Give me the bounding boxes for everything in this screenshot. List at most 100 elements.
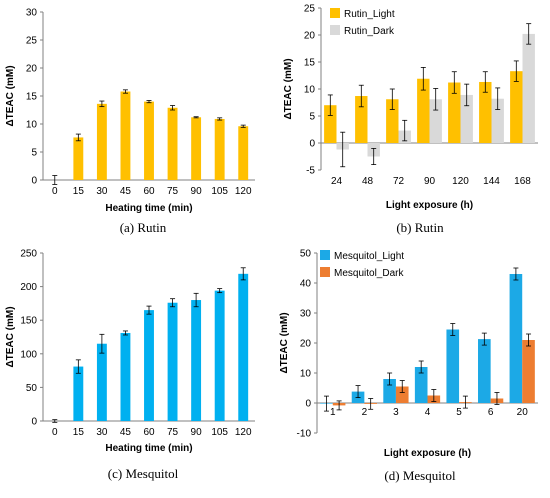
legend-swatch [320, 267, 330, 277]
bar [448, 82, 461, 143]
y-tick-label: 0 [309, 139, 315, 150]
panel-caption: (d) Mesquitol [384, 468, 456, 483]
chart-panel-1: 0 5 10 15 20 25 30 0 15 30 45 60 75 90 105 120 Heating t… [5, 8, 255, 235]
y-tick-label: 200 [20, 282, 37, 293]
x-tick-label: 15 [73, 427, 85, 438]
y-tick-label: 30 [300, 309, 312, 320]
x-axis-label: Light exposure (h) [384, 448, 471, 459]
x-tick-label: 72 [393, 176, 405, 187]
x-tick-label: 24 [331, 176, 343, 187]
x-tick-label: 48 [362, 176, 374, 187]
panel-caption: (b) Rutin [396, 220, 444, 235]
x-tick-label: 120 [235, 427, 252, 438]
y-tick-label: 0 [31, 176, 37, 187]
bar [96, 343, 107, 421]
bar [96, 103, 107, 180]
y-tick-label: -10 [297, 429, 312, 440]
chart-panel-4: -10 0 10 20 30 40 50 1 2 3 4 5 6 20 Light exposure (h)… [279, 249, 538, 483]
x-tick-label: 6 [488, 407, 494, 418]
x-tick-label: 120 [452, 176, 469, 187]
y-tick-label: -5 [306, 166, 315, 177]
y-tick-label: 10 [26, 120, 38, 131]
x-tick-label: 4 [425, 407, 431, 418]
x-tick-label: 15 [73, 186, 85, 197]
x-tick-label: 45 [120, 427, 132, 438]
x-axis-label: Light exposure (h) [386, 200, 473, 211]
chart-panel-3: 0 50 100 150 200 250 0 15 30 45 60 75 90 105 120 Heatin… [5, 249, 255, 481]
bar [73, 137, 84, 180]
y-tick-label: 25 [26, 36, 38, 47]
x-tick-label: 105 [211, 427, 228, 438]
legend-swatch [330, 8, 340, 18]
legend-label: Rutin_Light [344, 9, 395, 20]
bar [414, 367, 428, 403]
bar [417, 78, 430, 143]
y-tick-label: 40 [300, 279, 312, 290]
bar [478, 339, 491, 403]
y-tick-label: 30 [26, 8, 38, 19]
legend-label: Rutin_Dark [344, 26, 395, 37]
x-tick-label: 90 [191, 427, 203, 438]
bar [214, 290, 225, 421]
bar [446, 329, 460, 403]
bar [238, 273, 249, 421]
legend-swatch [320, 250, 330, 260]
bar [395, 386, 409, 403]
x-tick-label: 30 [96, 186, 108, 197]
x-tick-label: 90 [191, 186, 203, 197]
bar [509, 274, 523, 403]
x-tick-label: 75 [167, 186, 179, 197]
chart-panel-2: -5 0 5 10 15 20 25 24 48 72 90 120 144 168 Light expos… [283, 4, 538, 235]
y-tick-label: 50 [26, 383, 38, 394]
y-axis-label: ΔTEAC (mM) [5, 65, 16, 126]
x-tick-label: 60 [143, 427, 155, 438]
x-tick-label: 0 [52, 186, 58, 197]
legend-label: Mesquitol_Light [334, 251, 404, 262]
x-tick-label: 90 [424, 176, 436, 187]
y-tick-label: 10 [300, 369, 312, 380]
bar [429, 99, 442, 143]
y-tick-label: 20 [300, 339, 312, 350]
legend-swatch [330, 25, 340, 35]
bar [386, 99, 399, 143]
x-tick-label: 60 [143, 186, 155, 197]
x-tick-label: 168 [514, 176, 531, 187]
y-tick-label: 10 [304, 85, 316, 96]
x-tick-label: 1 [330, 407, 336, 418]
x-tick-label: 75 [167, 427, 179, 438]
x-tick-label: 20 [517, 407, 529, 418]
y-tick-label: 0 [305, 399, 311, 410]
x-tick-label: 105 [211, 186, 228, 197]
bar [324, 105, 337, 143]
bar [167, 302, 178, 421]
y-tick-label: 20 [304, 31, 316, 42]
x-tick-label: 45 [120, 186, 132, 197]
x-tick-label: 30 [96, 427, 108, 438]
bar [383, 379, 396, 403]
y-tick-label: 250 [20, 249, 37, 260]
bar [355, 96, 368, 143]
x-tick-label: 5 [456, 407, 462, 418]
bar [120, 91, 131, 180]
bar [120, 332, 131, 421]
y-tick-label: 15 [26, 92, 38, 103]
bar [491, 98, 504, 143]
y-tick-label: 100 [20, 349, 37, 360]
bar [238, 126, 249, 180]
y-tick-label: 0 [31, 417, 37, 428]
x-tick-label: 2 [362, 407, 368, 418]
panel-caption: (c) Mesquitol [108, 466, 179, 481]
y-tick-label: 25 [304, 4, 316, 15]
x-axis-label: Heating time (min) [105, 443, 192, 454]
bar [510, 71, 523, 143]
bar [191, 300, 202, 421]
y-tick-label: 150 [20, 316, 37, 327]
bar [191, 117, 202, 180]
bar [479, 81, 492, 143]
legend-label: Mesquitol_Dark [334, 268, 404, 279]
bar [522, 33, 535, 143]
bar [214, 118, 225, 180]
x-axis-label: Heating time (min) [105, 203, 192, 214]
bar [522, 340, 535, 403]
